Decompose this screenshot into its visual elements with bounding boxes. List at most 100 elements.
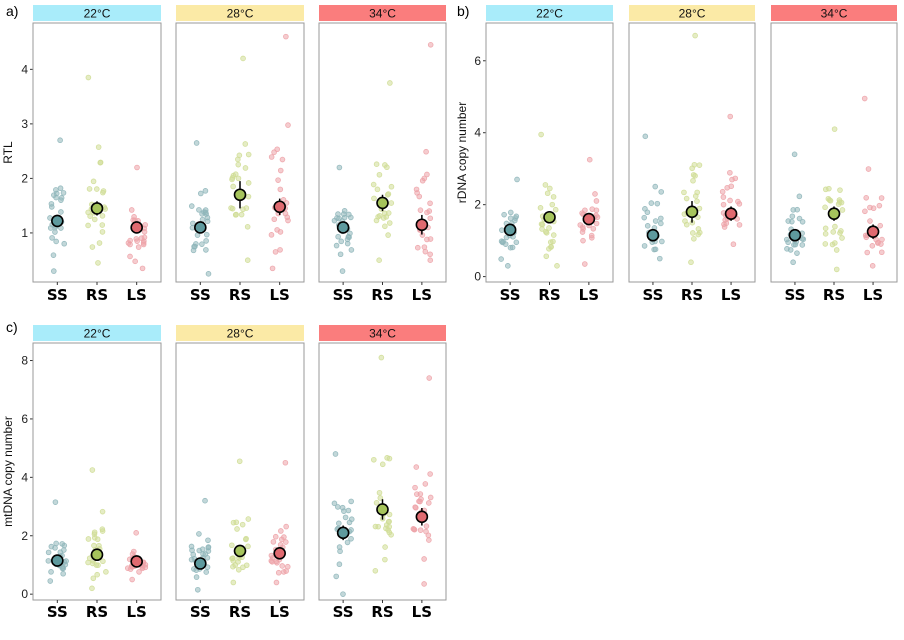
facet-label: 28°C — [227, 327, 254, 341]
data-point-ss — [658, 220, 664, 227]
data-point-rs — [90, 575, 97, 582]
data-point-ss — [796, 215, 803, 222]
facet-label: 34°C — [821, 7, 848, 21]
y-tick-label: 0 — [21, 587, 28, 601]
data-point-ss — [51, 268, 57, 274]
data-point-ss — [334, 504, 341, 510]
data-point-ss — [52, 499, 59, 505]
data-point-ls — [867, 218, 873, 224]
data-point-ss — [205, 537, 211, 544]
data-point-rs — [234, 526, 240, 532]
data-point-ss — [48, 569, 54, 575]
data-point-ss — [507, 215, 514, 222]
y-tick-label: 6 — [21, 412, 28, 426]
data-point-rs — [95, 562, 101, 569]
data-point-rs — [100, 189, 106, 196]
mean-point-ls — [582, 212, 596, 226]
data-point-ls — [141, 238, 147, 244]
data-point-ss — [513, 239, 520, 246]
data-point-rs — [683, 195, 690, 202]
data-point-rs — [230, 183, 236, 190]
data-point-rs — [695, 226, 702, 232]
category-label-ss: SS — [333, 603, 354, 621]
data-point-ss — [53, 540, 59, 547]
data-point-ls — [588, 232, 595, 239]
data-point-ss — [336, 164, 343, 171]
data-point-ls — [590, 225, 597, 232]
data-point-ss — [507, 209, 514, 216]
data-point-ls — [272, 533, 279, 540]
data-point-rs — [243, 535, 249, 542]
data-point-ls — [279, 156, 286, 163]
data-point-ls — [268, 552, 275, 559]
data-point-rs — [384, 164, 390, 171]
data-point-rs — [544, 190, 551, 197]
data-point-rs — [543, 253, 550, 260]
data-point-ss — [659, 238, 665, 245]
data-point-rs — [371, 456, 377, 463]
data-point-rs — [370, 181, 377, 188]
data-point-rs — [230, 579, 237, 586]
data-point-ls — [592, 191, 598, 197]
panel-letter-b: b) — [457, 3, 469, 19]
facet-panel-1 — [628, 22, 756, 283]
data-point-ls — [417, 498, 423, 505]
mean-point-rs — [827, 207, 841, 220]
data-point-rs — [388, 183, 395, 190]
y-tick-label: 0 — [474, 270, 481, 284]
data-point-rs — [386, 511, 393, 518]
data-point-rs — [547, 239, 554, 245]
data-point-ls — [133, 530, 139, 536]
data-point-ls — [282, 210, 289, 217]
data-point-ls — [273, 579, 280, 586]
data-point-rs — [831, 126, 838, 132]
data-point-rs — [242, 141, 249, 147]
facet-strip-2 — [319, 325, 446, 341]
data-point-ss — [194, 586, 201, 593]
data-point-ss — [49, 235, 55, 241]
data-point-ls — [720, 194, 727, 200]
data-point-ss — [644, 209, 651, 216]
data-point-ls — [414, 244, 421, 251]
data-point-ls — [127, 253, 133, 260]
data-point-ss — [501, 211, 507, 218]
data-point-ss — [648, 200, 655, 206]
data-point-ss — [345, 507, 352, 514]
data-point-ss — [794, 206, 800, 213]
data-point-rs — [695, 231, 702, 238]
data-point-ss — [348, 247, 355, 253]
facet-label: 22°C — [536, 7, 563, 21]
mean-point-ss — [788, 228, 802, 242]
data-point-rs — [386, 455, 393, 462]
data-point-rs — [229, 542, 235, 549]
data-point-ls — [426, 208, 433, 214]
data-point-ls — [268, 232, 275, 238]
data-point-ls — [414, 190, 420, 196]
data-point-rs — [382, 223, 388, 230]
data-point-ss — [340, 591, 346, 597]
data-point-ls — [728, 183, 735, 190]
data-point-rs — [90, 178, 97, 185]
data-point-ls — [277, 167, 284, 174]
category-label-ss: SS — [642, 286, 663, 304]
data-point-rs — [100, 558, 106, 565]
data-point-rs — [689, 165, 695, 172]
data-point-rs — [832, 223, 838, 230]
facet-label: 28°C — [227, 7, 254, 21]
facet-strip-0 — [33, 5, 161, 21]
data-point-ls — [427, 494, 434, 501]
facet-label: 34°C — [369, 7, 396, 21]
data-point-ss — [344, 539, 351, 546]
data-point-ls — [275, 569, 282, 576]
mean-point-ss — [336, 526, 350, 540]
data-point-ss — [341, 208, 348, 214]
data-point-ls — [869, 263, 876, 269]
data-point-ss — [57, 137, 63, 144]
facet-strip-0 — [486, 5, 613, 21]
data-point-ss — [658, 215, 664, 222]
mean-point-rs — [233, 188, 247, 202]
data-point-ls — [736, 222, 743, 228]
data-point-ss — [205, 271, 212, 277]
data-point-rs — [376, 171, 383, 178]
data-point-ss — [61, 240, 68, 247]
